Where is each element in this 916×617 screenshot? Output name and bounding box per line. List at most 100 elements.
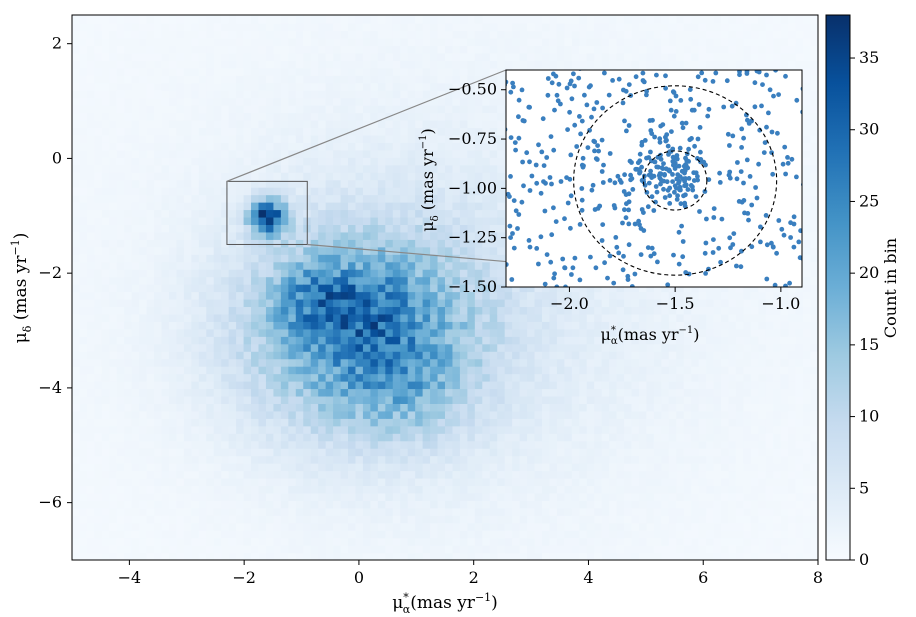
heatmap-cell: [445, 112, 454, 121]
heatmap-cell: [124, 425, 133, 434]
heatmap-cell: [355, 45, 364, 54]
heatmap-cell: [258, 52, 267, 61]
heatmap-cell: [489, 209, 498, 218]
heatmap-cell: [437, 142, 446, 151]
heatmap-cell: [79, 75, 88, 84]
heatmap-cell: [318, 463, 327, 472]
heatmap-cell: [146, 254, 155, 263]
heatmap-cell: [251, 366, 260, 375]
heatmap-cell: [512, 381, 521, 390]
heatmap-cell: [191, 373, 200, 382]
heatmap-cell: [318, 60, 327, 69]
heatmap-cell: [295, 410, 304, 419]
heatmap-cell: [333, 485, 342, 494]
heatmap-cell: [124, 351, 133, 360]
heatmap-cell: [355, 537, 364, 546]
heatmap-cell: [333, 157, 342, 166]
heatmap-cell: [109, 410, 118, 419]
heatmap-cell: [221, 202, 230, 211]
heatmap-cell: [206, 328, 215, 337]
heatmap-cell: [377, 187, 386, 196]
heatmap-cell: [303, 119, 312, 129]
heatmap-cell: [243, 142, 252, 151]
heatmap-cell: [86, 216, 95, 225]
heatmap-cell: [527, 15, 536, 17]
heatmap-cell: [79, 463, 88, 472]
heatmap-cell: [139, 492, 148, 501]
heatmap-cell: [280, 194, 289, 203]
heatmap-cell: [549, 336, 558, 345]
heatmap-cell: [251, 90, 260, 99]
heatmap-cell: [213, 52, 222, 61]
heatmap-cell: [280, 67, 289, 76]
heatmap-cell: [333, 254, 342, 263]
heatmap-cell: [251, 313, 260, 322]
heatmap-cell: [116, 254, 125, 263]
heatmap-cell: [325, 433, 334, 442]
heatmap-cell: [131, 172, 140, 181]
heatmap-cell: [318, 425, 327, 434]
heatmap-cell: [154, 276, 163, 285]
heatmap-cell: [310, 298, 319, 308]
heatmap-cell: [497, 373, 506, 382]
heatmap-cell: [318, 15, 327, 24]
heatmap-cell: [236, 366, 245, 375]
heatmap-cell: [370, 284, 379, 293]
heatmap-cell: [452, 336, 461, 345]
heatmap-cell: [422, 500, 431, 509]
heatmap-cell: [161, 477, 170, 487]
heatmap-cell: [131, 269, 140, 278]
heatmap-cell: [333, 261, 342, 270]
heatmap-cell: [474, 254, 483, 263]
heatmap-cell: [228, 455, 237, 464]
heatmap-cell: [318, 75, 327, 84]
heatmap-cell: [101, 52, 110, 61]
heatmap-cell: [116, 500, 125, 509]
heatmap-cell: [467, 172, 476, 181]
heatmap-cell: [139, 239, 148, 248]
heatmap-cell: [497, 254, 506, 263]
heatmap-cell: [94, 127, 103, 136]
heatmap-cell: [310, 328, 319, 337]
heatmap-cell: [519, 485, 528, 494]
heatmap-cell: [377, 30, 386, 39]
heatmap-cell: [392, 381, 401, 390]
heatmap-cell: [131, 209, 140, 218]
heatmap-cell: [549, 313, 558, 322]
heatmap-cell: [474, 552, 483, 560]
heatmap-cell: [295, 164, 304, 173]
heatmap-cell: [571, 545, 580, 554]
heatmap-cell: [362, 216, 371, 225]
heatmap-cell: [206, 23, 215, 32]
heatmap-cell: [251, 477, 260, 487]
heatmap-cell: [392, 298, 401, 308]
heatmap-cell: [86, 97, 95, 106]
heatmap-cell: [437, 507, 446, 516]
heatmap-cell: [161, 492, 170, 501]
heatmap-cell: [422, 149, 431, 158]
heatmap-cell: [258, 179, 267, 188]
heatmap-cell: [527, 23, 536, 32]
heatmap-cell: [385, 291, 394, 300]
heatmap-cell: [504, 358, 513, 367]
heatmap-cell: [243, 112, 252, 121]
heatmap-cell: [168, 157, 178, 166]
heatmap-cell: [482, 172, 491, 181]
heatmap-cell: [482, 224, 491, 233]
heatmap-cell: [168, 239, 178, 248]
heatmap-cell: [221, 388, 230, 397]
heatmap-cell: [273, 254, 282, 263]
heatmap-cell: [183, 202, 192, 211]
heatmap-cell: [221, 433, 230, 442]
heatmap-cell: [72, 119, 81, 129]
heatmap-cell: [146, 52, 155, 61]
heatmap-cell: [325, 209, 334, 218]
heatmap-cell: [474, 246, 483, 255]
heatmap-cell: [243, 127, 252, 136]
heatmap-cell: [556, 328, 565, 337]
heatmap-cell: [295, 149, 304, 158]
heatmap-cell: [228, 224, 237, 233]
heatmap-cell: [273, 537, 282, 546]
heatmap-cell: [295, 15, 304, 17]
heatmap-cell: [243, 119, 252, 129]
